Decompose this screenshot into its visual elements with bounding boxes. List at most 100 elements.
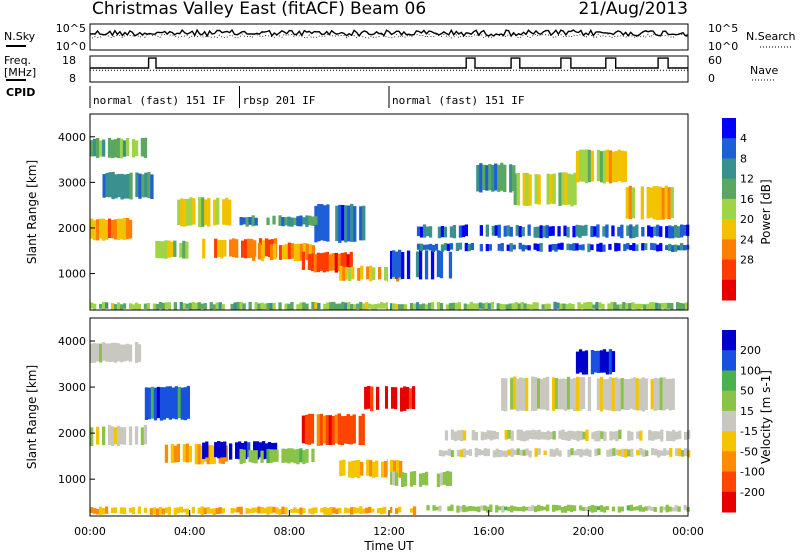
velocity-cell — [471, 430, 475, 441]
power-cell — [511, 303, 515, 310]
velocity-cell — [662, 506, 666, 511]
power-cell — [179, 242, 183, 258]
power-cell — [179, 302, 183, 310]
power-cell — [110, 220, 115, 239]
power-cell — [155, 241, 159, 259]
power-cell — [434, 243, 439, 251]
power-cell — [125, 218, 130, 240]
power-colorbar-label: Power [dB] — [759, 179, 773, 244]
velocity-cell — [492, 430, 496, 440]
power-cell — [290, 243, 295, 259]
velocity-cell — [442, 472, 447, 485]
velocity-cell — [684, 448, 688, 457]
power-cell — [119, 304, 124, 310]
power-cell — [617, 243, 621, 251]
power-cell — [611, 225, 615, 237]
velocity-cell — [400, 387, 404, 412]
power-cell — [564, 172, 568, 205]
velocity-cell — [448, 471, 453, 486]
power-cell — [650, 242, 654, 250]
power-cell — [182, 240, 186, 259]
velocity-cell — [281, 506, 285, 515]
power-cell — [452, 225, 457, 239]
power-cell — [602, 244, 606, 252]
power-cell — [116, 218, 121, 240]
power-cell — [108, 172, 112, 198]
power-cell — [99, 304, 103, 309]
velocity-cell — [257, 506, 261, 514]
power-cell — [239, 301, 243, 310]
power-cell — [242, 303, 246, 310]
power-y-ticks: 1000 2000 3000 4000 — [58, 131, 95, 281]
velocity-cell — [549, 431, 553, 439]
velocity-cell — [632, 377, 636, 410]
velocity-cell — [557, 505, 562, 511]
power-cell — [573, 172, 577, 205]
velocity-cell — [334, 414, 338, 444]
velocity-cell — [681, 450, 685, 457]
velocity-cell — [644, 506, 648, 511]
velocity-cell — [164, 507, 169, 514]
power-cell — [665, 226, 669, 238]
power-panel: 1000 2000 3000 4000 Slant Range [km] 4 8 12 16… — [25, 113, 773, 311]
power-cell — [635, 224, 639, 237]
power-cell — [102, 139, 106, 157]
power-cell — [532, 302, 536, 310]
power-cell — [182, 303, 186, 310]
velocity-cell — [296, 448, 300, 465]
power-cell — [242, 217, 246, 225]
velocity-cell — [593, 505, 598, 513]
power-cell — [674, 224, 678, 238]
power-cell — [440, 244, 445, 252]
power-cell — [685, 302, 689, 310]
velocity-cell — [395, 472, 399, 486]
power-cell — [185, 303, 189, 309]
power-cell — [233, 302, 237, 310]
power-cell — [526, 303, 530, 310]
velocity-cell — [675, 431, 679, 440]
power-cell — [272, 215, 276, 225]
power-cell — [496, 303, 500, 310]
freq-left-tick-top: 18 — [62, 54, 76, 67]
power-cell — [544, 303, 548, 310]
velocity-cell — [590, 504, 595, 513]
power-cell — [482, 164, 486, 191]
power-cell — [661, 187, 665, 220]
velocity-cell — [122, 507, 127, 515]
velocity-cell — [290, 448, 294, 463]
power-cell — [632, 226, 636, 239]
velocity-cell — [377, 508, 381, 514]
velocity-cell — [555, 448, 559, 456]
noise-traces — [89, 28, 689, 39]
power-cell — [257, 303, 261, 310]
velocity-cell — [537, 378, 541, 409]
power-cell — [314, 216, 318, 225]
velocity-cell — [507, 449, 511, 456]
power-cell — [683, 224, 687, 236]
velocity-cell — [635, 378, 639, 411]
power-colorbar-swatch — [722, 198, 736, 220]
power-cell — [653, 226, 657, 236]
power-cell — [656, 244, 660, 252]
power-cell — [596, 149, 601, 182]
power-cell — [527, 245, 531, 251]
power-cell — [475, 303, 479, 310]
velocity-cell — [412, 506, 417, 515]
power-cell — [602, 226, 606, 237]
power-cell — [644, 243, 648, 250]
velocity-cell — [611, 506, 616, 512]
x-tick-label: 04:00 — [174, 525, 206, 538]
velocity-cell — [668, 506, 672, 512]
power-cell — [539, 242, 543, 252]
power-cell — [337, 253, 341, 272]
velocity-cell — [209, 508, 213, 514]
velocity-cell — [209, 445, 213, 465]
velocity-cell — [331, 415, 335, 445]
velocity-cell — [359, 506, 363, 514]
power-cell — [572, 243, 576, 251]
velocity-cell — [666, 430, 670, 441]
power-cell — [299, 243, 304, 261]
power-cell — [183, 199, 187, 227]
power-cell — [503, 225, 507, 237]
velocity-cell — [666, 450, 670, 455]
